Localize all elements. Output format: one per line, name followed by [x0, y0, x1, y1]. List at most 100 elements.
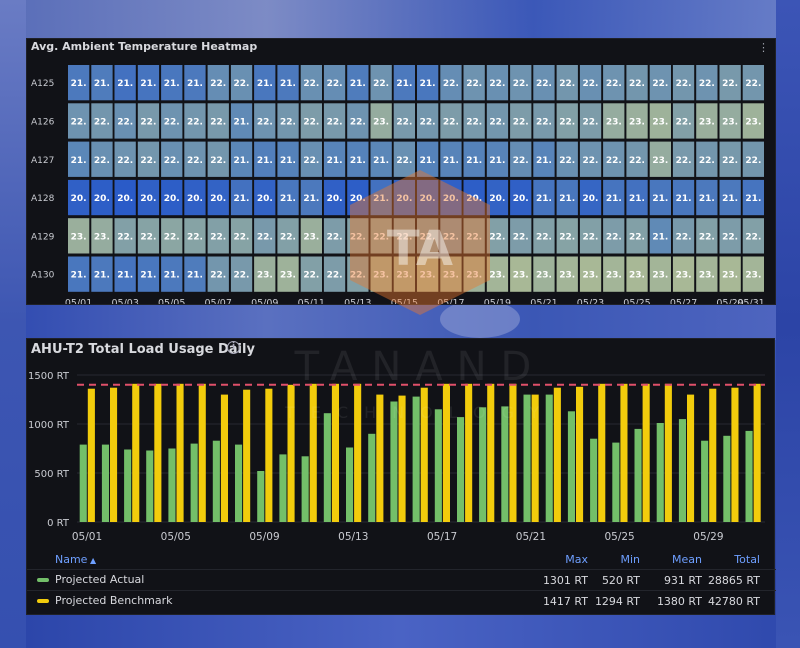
heatmap-cell-label: 23.	[745, 271, 761, 281]
legend-row-actual[interactable]: Projected Actual 1301 RT 520 RT 931 RT 2…	[27, 570, 776, 591]
legend-swatch-benchmark	[37, 599, 49, 603]
heatmap-cell-label: 22.	[373, 232, 389, 242]
heatmap-cell-label: 23.	[257, 271, 273, 281]
heatmap-cell	[137, 218, 160, 254]
heatmap-cell-label: 22.	[513, 156, 529, 166]
legend-min: 520 RT	[601, 574, 640, 587]
heatmap-cell	[137, 179, 160, 216]
heatmap-cell-label: 22.	[396, 117, 412, 127]
heatmap-cell-label: 21.	[234, 117, 250, 127]
heatmap-cell-label: 23.	[652, 156, 668, 166]
bar-benchmark	[687, 394, 695, 522]
heatmap-cell	[114, 141, 136, 177]
bar-benchmark	[664, 383, 672, 522]
heatmap-cell-label: 22.	[164, 156, 180, 166]
info-circle-icon[interactable]: i	[227, 341, 240, 354]
heatmap-cell-label: 22.	[140, 117, 156, 127]
heatmap-row-label: A127	[31, 156, 54, 166]
bar-benchmark	[731, 387, 739, 522]
heatmap-cell-label: 22.	[327, 271, 343, 281]
heatmap-cell	[300, 141, 322, 177]
bar-benchmark	[442, 383, 450, 522]
bar-actual	[479, 407, 487, 522]
heatmap-cell-label: 23.	[629, 117, 645, 127]
heatmap-cell-label: 22.	[234, 79, 250, 89]
bar-y-tick: 0 RT	[47, 518, 70, 529]
heatmap-cell	[486, 179, 509, 216]
heatmap-row-label: A126	[31, 117, 55, 127]
heatmap-cell-label: 23.	[513, 271, 529, 281]
heatmap-cell	[510, 103, 532, 139]
bar-benchmark	[465, 383, 473, 522]
heatmap-cell-label: 21.	[280, 194, 296, 204]
heatmap-cell	[579, 65, 602, 101]
heatmap-cell	[649, 65, 671, 101]
heatmap-cell-label: 22.	[187, 117, 203, 127]
heatmap-cell-label: 22.	[466, 117, 482, 127]
legend-header-row: Name ▲ Max Min Mean Total	[27, 549, 776, 570]
heatmap-cell-label: 22.	[536, 232, 552, 242]
heatmap-cell	[137, 103, 160, 139]
heatmap-cell-label: 20.	[94, 194, 110, 204]
legend-header-total[interactable]: Total	[734, 553, 760, 566]
heatmap-cell-label: 22.	[583, 232, 599, 242]
heatmap-cell-label: 22.	[559, 232, 575, 242]
heatmap-cell	[300, 256, 322, 292]
heatmap-cell-label: 23.	[94, 232, 110, 242]
heatmap-cell-label: 21.	[117, 271, 133, 281]
heatmap-cell	[417, 218, 439, 254]
heatmap-cell-label: 23.	[466, 271, 482, 281]
heatmap-cell-label: 23.	[629, 271, 645, 281]
bar-benchmark	[420, 387, 428, 522]
heatmap-cell	[254, 103, 276, 139]
heatmap-cell	[370, 103, 392, 139]
heatmap-cell	[696, 179, 718, 216]
heatmap-cell	[417, 256, 439, 292]
legend-row-benchmark[interactable]: Projected Benchmark 1417 RT 1294 RT 1380…	[27, 591, 776, 611]
heatmap-cell-label: 22.	[745, 156, 761, 166]
heatmap-cell	[370, 218, 392, 254]
heatmap-cell	[579, 256, 602, 292]
heatmap-cell	[719, 256, 741, 292]
heatmap-cell-label: 22.	[303, 79, 319, 89]
legend-header-mean[interactable]: Mean	[672, 553, 702, 566]
heatmap-cell	[230, 141, 253, 177]
heatmap-cell-label: 23.	[676, 271, 692, 281]
heatmap-cell-label: 22.	[350, 271, 366, 281]
heatmap-cell	[463, 103, 485, 139]
heatmap-cell-label: 22.	[443, 232, 459, 242]
heatmap-cell-label: 20.	[71, 194, 87, 204]
heatmap-cell-label: 21.	[676, 194, 692, 204]
heatmap-cell	[207, 103, 229, 139]
heatmap-cell-label: 22.	[210, 271, 226, 281]
bar-benchmark	[598, 383, 606, 522]
heatmap-cell-label: 22.	[606, 79, 622, 89]
heatmap-cell-label: 22.	[652, 79, 668, 89]
bar-actual	[412, 396, 420, 522]
heatmap-cell	[533, 218, 555, 254]
heatmap-cell-label: 21.	[71, 271, 87, 281]
heatmap-cell	[742, 218, 764, 254]
legend-header-min[interactable]: Min	[620, 553, 640, 566]
heatmap-cell	[161, 65, 183, 101]
heatmap-cell	[347, 179, 369, 216]
heatmap-cell	[533, 141, 555, 177]
legend-header-name[interactable]: Name ▲	[55, 553, 97, 566]
heatmap-cell	[277, 103, 299, 139]
heatmap-cell	[603, 141, 625, 177]
heatmap-cell	[672, 256, 695, 292]
heatmap-cell-label: 22.	[489, 232, 505, 242]
heatmap-cell-label: 23.	[536, 271, 552, 281]
heatmap-cell-label: 22.	[327, 232, 343, 242]
heatmap-cell-label: 21.	[327, 156, 343, 166]
heatmap-cell	[603, 256, 625, 292]
heatmap-cell	[207, 218, 229, 254]
heatmap-cell-label: 21.	[303, 194, 319, 204]
legend-header-max[interactable]: Max	[565, 553, 588, 566]
more-vertical-icon[interactable]: ⋮	[758, 41, 769, 54]
heatmap-cell	[91, 141, 113, 177]
heatmap-cell	[533, 65, 555, 101]
heatmap-cell	[603, 179, 625, 216]
legend-swatch-actual	[37, 578, 49, 582]
bar-chart-title: AHU-T2 Total Load Usage Daily	[31, 342, 255, 357]
